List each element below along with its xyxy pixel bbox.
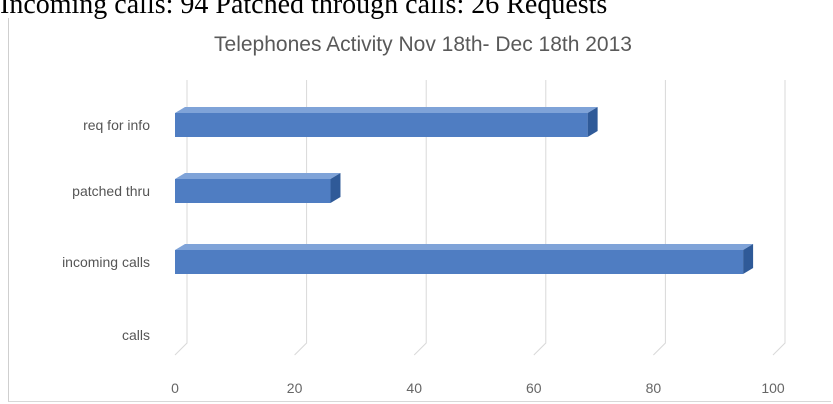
category-label-3: req for info: [83, 117, 150, 133]
bars: [175, 107, 754, 274]
bar-top-2: [175, 173, 341, 179]
gridline-4: [653, 80, 666, 356]
bar-side-2: [330, 173, 341, 203]
x-tick-label-4: 80: [646, 380, 662, 396]
category-label-1: incoming calls: [62, 254, 150, 270]
category-label-2: patched thru: [72, 183, 150, 199]
gridline-2: [413, 80, 427, 356]
gridline-0: [174, 80, 188, 356]
x-tick-label-2: 40: [406, 380, 422, 396]
bar-top-1: [175, 244, 754, 250]
gridline-3: [533, 80, 547, 356]
gridline-5: [772, 80, 786, 356]
x-tick-label-1: 20: [287, 380, 303, 396]
bar-2: [175, 179, 331, 203]
bar-side-1: [743, 244, 754, 274]
bar-side-3: [587, 107, 598, 137]
x-tick-label-5: 100: [761, 380, 785, 396]
category-label-0: calls: [122, 327, 150, 343]
x-tick-label-3: 60: [526, 380, 542, 396]
gridlines: [174, 80, 786, 356]
chart-title: Telephones Activity Nov 18th- Dec 18th 2…: [214, 33, 632, 56]
gridline-1: [294, 80, 308, 356]
chart-frame: [8, 18, 831, 402]
x-tick-labels: 0 20 40 60 80 100: [171, 380, 785, 396]
x-tick-label-0: 0: [171, 380, 179, 396]
top-caption: Incoming calls: 94 Patched through calls…: [0, 0, 608, 20]
category-labels: calls incoming calls patched thru req for i…: [62, 117, 150, 343]
bar-3: [175, 113, 588, 137]
bar-1: [175, 250, 744, 274]
bar-top-3: [175, 107, 598, 113]
